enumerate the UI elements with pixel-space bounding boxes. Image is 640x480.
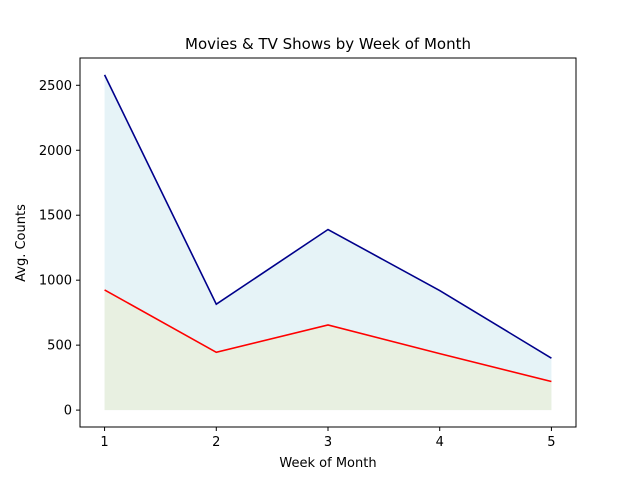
chart-title: Movies & TV Shows by Week of Month [185, 35, 471, 53]
series-1-area [104, 74, 552, 411]
y-tick-label: 2500 [39, 79, 72, 94]
y-tick-label: 2000 [39, 144, 72, 159]
series-2-area [104, 289, 552, 411]
x-axis-label: Week of Month [279, 456, 376, 471]
series-2-line [104, 289, 552, 383]
y-axis-label: Avg. Counts [14, 204, 29, 282]
series-lines [103, 74, 552, 383]
area-fills [104, 74, 552, 411]
y-tick-label: 1500 [39, 209, 72, 224]
x-tick-label: 1 [100, 435, 108, 450]
y-tick-label: 1000 [39, 274, 72, 289]
x-tick-label: 2 [212, 435, 220, 450]
y-tick-label: 500 [47, 339, 72, 354]
series-1-line [103, 74, 552, 359]
x-axis-ticks: 1 2 3 4 5 [100, 427, 556, 450]
x-tick-label: 5 [547, 435, 555, 450]
y-tick-label: 0 [64, 404, 72, 419]
x-tick-label: 4 [436, 435, 444, 450]
x-tick-label: 3 [324, 435, 332, 450]
y-axis-ticks: 0 500 1000 1500 2000 2500 [39, 79, 80, 419]
